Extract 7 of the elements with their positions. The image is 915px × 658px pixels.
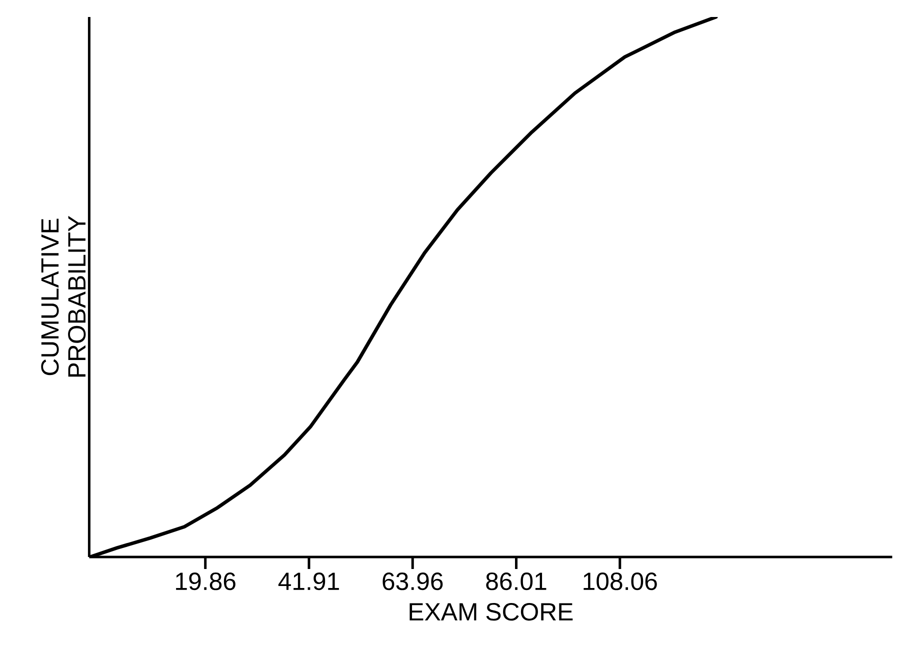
y-axis-title: CUMULATIVE PROBABILITY bbox=[41, 216, 86, 377]
x-tick-label: 41.91 bbox=[278, 572, 339, 590]
x-tick-label: 19.86 bbox=[176, 572, 236, 590]
x-tick-label: 108.06 bbox=[584, 572, 657, 590]
x-tick-label: 86.01 bbox=[486, 572, 546, 590]
x-tick-label: 63.96 bbox=[382, 572, 443, 590]
x-axis-title: EXAM SCORE bbox=[410, 602, 573, 621]
